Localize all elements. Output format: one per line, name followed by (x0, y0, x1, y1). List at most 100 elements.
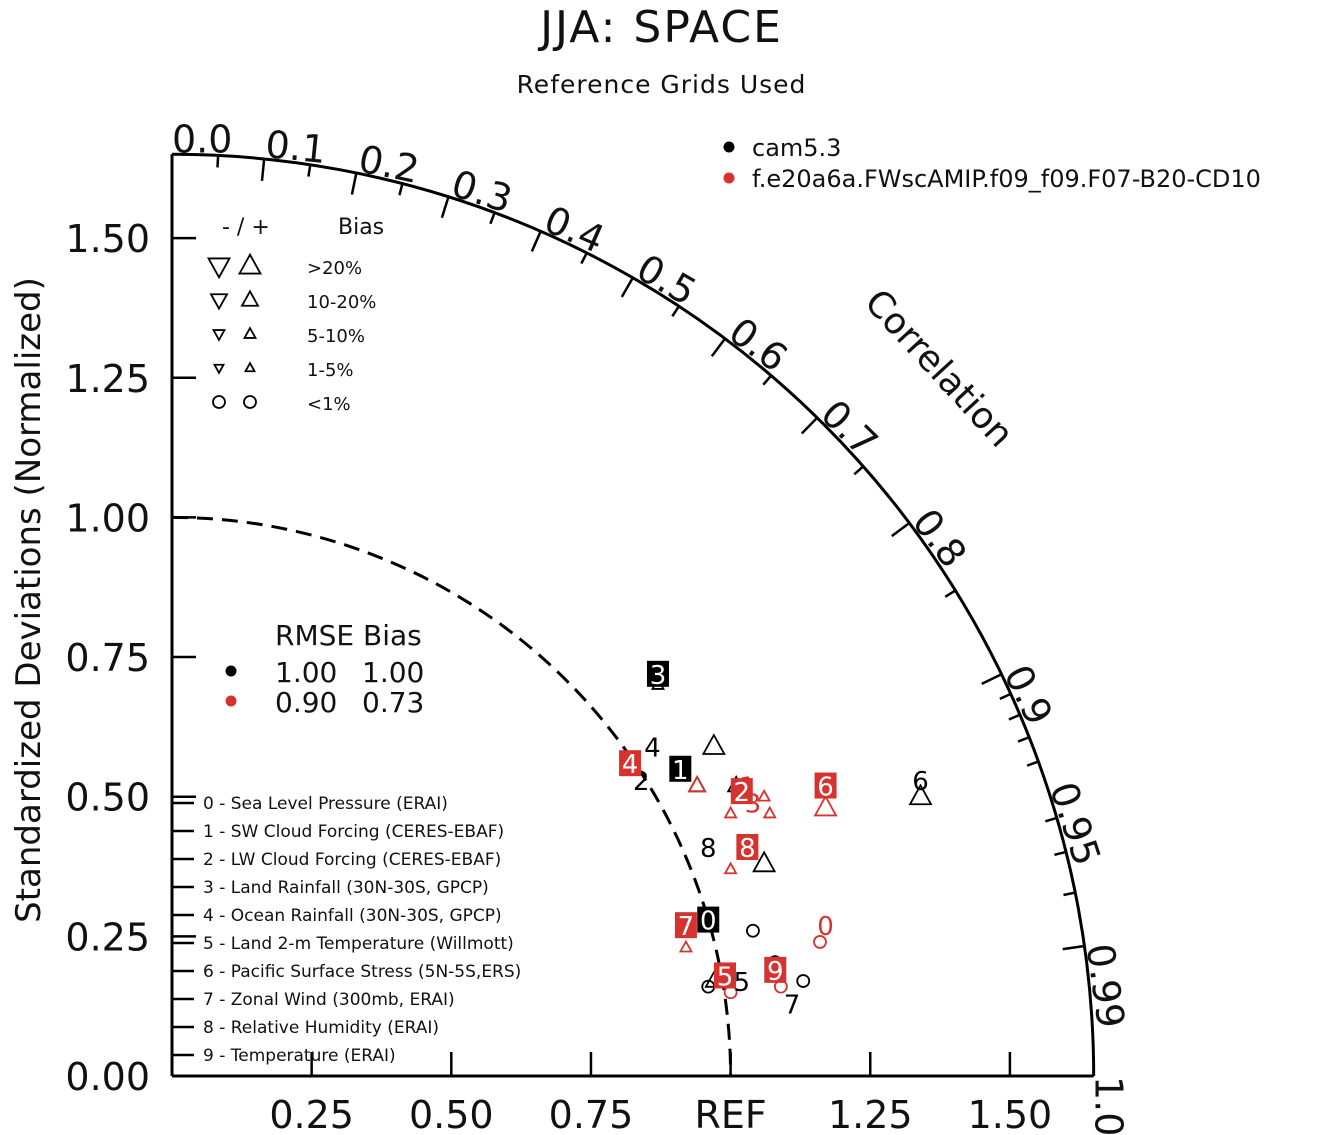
y-axis-title: Standardized Deviations (Normalized) (9, 277, 49, 923)
correlation-tick (1017, 736, 1030, 743)
variable-legend-item: 8 - Relative Humidity (ERAI) (203, 1018, 439, 1038)
correlation-tick (440, 196, 450, 219)
correlation-label-group: 0.8 (904, 501, 975, 576)
reference-arc (171, 515, 733, 1077)
correlation-tick (762, 374, 773, 386)
correlation-tick (800, 416, 819, 435)
chart-subtitle: Reference Grids Used (516, 70, 807, 99)
variable-legend-item: 3 - Land Rainfall (30N-30S, GPCP) (203, 878, 489, 898)
series-legend-dot (723, 141, 735, 153)
stats-legend-rmse: 0.90 (275, 686, 337, 719)
correlation-tick-label: 0.9 (995, 658, 1061, 732)
correlation-label-group: 0.99 (1078, 941, 1133, 1031)
correlation-tick-label: 0.4 (538, 197, 611, 262)
correlation-tick (1063, 891, 1076, 897)
bias-triangle-marker (757, 788, 772, 802)
point-label-box (619, 750, 642, 777)
y-tick-label: 1.50 (65, 217, 150, 261)
x-tick-label: 1.25 (828, 1093, 913, 1135)
correlation-tick (1062, 944, 1085, 951)
variable-legend-item: 2 - LW Cloud Forcing (CERES-EBAF) (203, 850, 501, 870)
bias-triangle-marker (908, 783, 933, 806)
correlation-tick (1054, 850, 1067, 857)
bias-legend-circle (212, 395, 226, 409)
correlation-label-group: 0.9 (995, 658, 1061, 732)
chart-title: JJA: SPACE (540, 2, 783, 53)
correlation-tick-label: 0.6 (721, 309, 796, 380)
bias-legend-label: 5-10% (307, 326, 365, 347)
y-title-group: Standardized Deviations (Normalized) (9, 277, 49, 923)
bias-triangle-marker (723, 805, 738, 819)
bias-legend-label: 1-5% (307, 360, 354, 381)
point-label: 8 (700, 834, 717, 864)
correlation-tick (620, 277, 634, 298)
correlation-label-group: 1.0 (1087, 1076, 1131, 1135)
correlation-label-group: 0.2 (355, 137, 423, 192)
correlation-label-group: 0.0 (172, 117, 232, 161)
bias-triangle-marker (701, 733, 726, 755)
correlation-tick (999, 692, 1012, 700)
correlation-tick (891, 521, 911, 538)
correlation-label-group: 0.5 (629, 246, 703, 314)
data-marks: 01234567890123456789 (619, 660, 933, 1020)
correlation-tick-label: 0.99 (1078, 941, 1133, 1031)
point-label: 7 (784, 990, 801, 1020)
correlation-label-group: 0.1 (263, 122, 328, 172)
point-label: 7 (678, 912, 695, 942)
point-label: 4 (622, 750, 639, 780)
point-label-box (730, 778, 753, 805)
correlation-tick (671, 305, 680, 317)
correlation-tick (853, 465, 865, 476)
point-label-box (669, 755, 692, 782)
point-label: 6 (817, 773, 834, 803)
bias-legend-up-triangle (237, 252, 263, 275)
correlation-tick-label: 0.0 (172, 117, 232, 161)
bias-circle-marker (813, 935, 827, 949)
correlation-tick-label: 1.0 (1087, 1076, 1131, 1135)
series-legend-dot (723, 172, 735, 184)
correlation-label-group: 0.95 (1041, 777, 1109, 871)
correlation-label-group: 0.7 (812, 391, 886, 465)
variable-legend-item: 1 - SW Cloud Forcing (CERES-EBAF) (203, 822, 504, 842)
stats-legend-header: RMSE Bias (275, 619, 422, 652)
correlation-tick (710, 337, 727, 357)
stats-legend-bias: 1.00 (362, 656, 424, 689)
correlation-tick-label: 0.5 (629, 246, 703, 314)
correlation-tick (1044, 816, 1058, 823)
x-tick-label: 0.50 (409, 1093, 494, 1135)
axes: 0.000.250.500.751.001.251.500.25 0.50 0.75… (9, 117, 1133, 1135)
correlation-label-group: 0.6 (721, 309, 796, 380)
correlation-tick (530, 230, 542, 252)
bias-legend-up-triangle (240, 289, 260, 307)
stats-legend-dot (225, 665, 237, 677)
x-tick-label: 0.75 (549, 1093, 634, 1135)
stats-legend-dot (225, 695, 237, 707)
point-label: 1 (672, 756, 689, 786)
variable-legend-item: 7 - Zonal Wind (300mb, ERAI) (203, 990, 455, 1010)
point-label-box (736, 833, 759, 860)
x-tick-label: 0.25 (269, 1093, 354, 1135)
bias-legend-label: >20% (307, 258, 362, 279)
correlation-tick (398, 183, 404, 196)
correlation-tick-label: 0.8 (904, 501, 975, 576)
correlation-label-group: 0.3 (446, 161, 517, 221)
correlation-tick (260, 158, 266, 181)
bias-triangle-marker (762, 805, 777, 819)
correlation-tick (580, 252, 588, 265)
y-tick-label: 1.00 (65, 496, 150, 540)
point-label: 9 (767, 957, 784, 987)
correlation-tick (489, 212, 496, 225)
point-label: 8 (739, 834, 756, 864)
series-legend-label: cam5.3 (752, 134, 841, 162)
x-tick-label: REF (694, 1093, 766, 1135)
bias-triangle-marker (752, 850, 777, 873)
bias-legend-up-triangle (242, 326, 258, 339)
correlation-tick-label: 0.7 (812, 391, 886, 465)
variable-legend-item: 0 - Sea Level Pressure (ERAI) (203, 794, 448, 814)
variable-legend-item: 5 - Land 2-m Temperature (Willmott) (203, 934, 514, 954)
y-tick-label: 1.25 (65, 357, 150, 401)
y-tick-label: 0.50 (65, 776, 150, 820)
correlation-tick-label: 0.95 (1041, 777, 1109, 871)
bias-legend-down-triangle (209, 293, 229, 311)
